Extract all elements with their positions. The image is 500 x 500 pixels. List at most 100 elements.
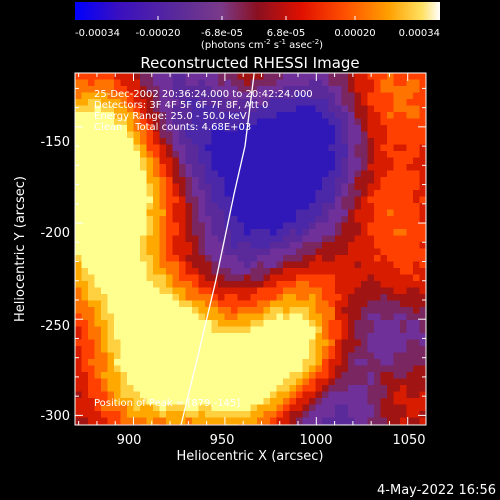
heatmap-cell: [159, 183, 167, 191]
heatmap-cell: [120, 144, 128, 152]
heatmap-cell: [406, 274, 414, 282]
heatmap-cell: [133, 203, 141, 210]
heatmap-cell: [166, 190, 173, 197]
heatmap-cell: [101, 255, 108, 262]
heatmap-cell: [315, 164, 323, 171]
heatmap-cell: [296, 281, 303, 288]
heatmap-cell: [166, 352, 173, 360]
heatmap-cell: [114, 73, 121, 80]
heatmap-cell: [198, 138, 206, 145]
heatmap-cell: [133, 164, 141, 171]
heatmap-cell: [75, 222, 82, 230]
heatmap-cell: [211, 411, 219, 418]
heatmap-cell: [374, 144, 381, 152]
heatmap-cell: [159, 235, 167, 243]
heatmap-cell: [406, 105, 414, 113]
heatmap-cell: [283, 261, 290, 269]
heatmap-cell: [172, 326, 180, 334]
heatmap-cell: [367, 242, 375, 249]
heatmap-cell: [205, 320, 212, 327]
heatmap-cell: [114, 209, 121, 217]
heatmap-cell: [374, 183, 381, 191]
heatmap-cell: [354, 300, 362, 308]
heatmap-cell: [257, 255, 264, 262]
heatmap-cell: [127, 281, 134, 288]
heatmap-cell: [322, 372, 329, 379]
heatmap-cell: [101, 346, 108, 353]
heatmap-cell: [94, 398, 102, 405]
heatmap-cell: [192, 229, 199, 236]
heatmap-cell: [348, 294, 355, 301]
heatmap-cell: [387, 209, 394, 217]
heatmap-cell: [114, 307, 121, 314]
heatmap-cell: [322, 300, 329, 308]
heatmap-cell: [328, 294, 336, 301]
heatmap-cell: [257, 190, 264, 197]
heatmap-cell: [296, 268, 303, 275]
heatmap-cell: [400, 79, 407, 87]
heatmap-cell: [406, 118, 414, 126]
heatmap-cell: [387, 365, 394, 373]
heatmap-cell: [159, 287, 167, 295]
heatmap-cell: [211, 164, 219, 171]
heatmap-cell: [140, 326, 147, 334]
heatmap-cell: [192, 196, 199, 204]
heatmap-cell: [179, 398, 186, 405]
heatmap-cell: [289, 268, 297, 275]
heatmap-cell: [185, 112, 193, 119]
heatmap-cell: [263, 300, 271, 308]
heatmap-cell: [361, 417, 368, 425]
heatmap-cell: [205, 131, 212, 139]
heatmap-cell: [374, 125, 381, 132]
heatmap-cell: [192, 365, 199, 373]
heatmap-cell: [419, 242, 426, 249]
heatmap-cell: [276, 274, 284, 282]
heatmap-cell: [237, 404, 245, 412]
heatmap-cell: [270, 203, 277, 210]
heatmap-cell: [224, 385, 232, 392]
heatmap-cell: [406, 359, 414, 366]
heatmap-cell: [153, 404, 160, 412]
heatmap-cell: [387, 183, 394, 191]
heatmap-cell: [244, 138, 251, 145]
heatmap-cell: [146, 287, 154, 295]
heatmap-cell: [133, 242, 141, 249]
heatmap-cell: [413, 391, 420, 399]
heatmap-cell: [88, 131, 95, 139]
heatmap-cell: [101, 372, 108, 379]
heatmap-cell: [172, 209, 180, 217]
heatmap-cell: [393, 170, 401, 178]
heatmap-cell: [413, 99, 420, 106]
heatmap-cell: [387, 196, 394, 204]
heatmap-cell: [296, 248, 303, 256]
heatmap-cell: [413, 92, 420, 100]
heatmap-cell: [354, 177, 362, 184]
heatmap-cell: [419, 320, 426, 327]
heatmap-cell: [380, 235, 388, 243]
heatmap-cell: [127, 190, 134, 197]
heatmap-cell: [270, 417, 277, 425]
heatmap-cell: [367, 417, 375, 425]
heatmap-cell: [198, 222, 206, 230]
heatmap-cell: [393, 352, 401, 360]
heatmap-cell: [153, 177, 160, 184]
heatmap-cell: [211, 372, 219, 379]
heatmap-cell: [133, 209, 141, 217]
heatmap-cell: [276, 255, 284, 262]
heatmap-cell: [185, 99, 193, 106]
heatmap-cell: [81, 105, 89, 113]
heatmap-cell: [354, 118, 362, 126]
heatmap-cell: [179, 151, 186, 158]
heatmap-cell: [218, 190, 225, 197]
heatmap-cell: [348, 365, 355, 373]
heatmap-cell: [75, 138, 82, 145]
heatmap-cell: [276, 326, 284, 334]
heatmap-cell: [302, 313, 310, 321]
heatmap-cell: [367, 92, 375, 100]
heatmap-cell: [140, 385, 147, 392]
heatmap-cell: [263, 196, 271, 204]
heatmap-cell: [309, 73, 316, 80]
heatmap-cell: [263, 242, 271, 249]
heatmap-cell: [224, 294, 232, 301]
heatmap-cell: [153, 131, 160, 139]
